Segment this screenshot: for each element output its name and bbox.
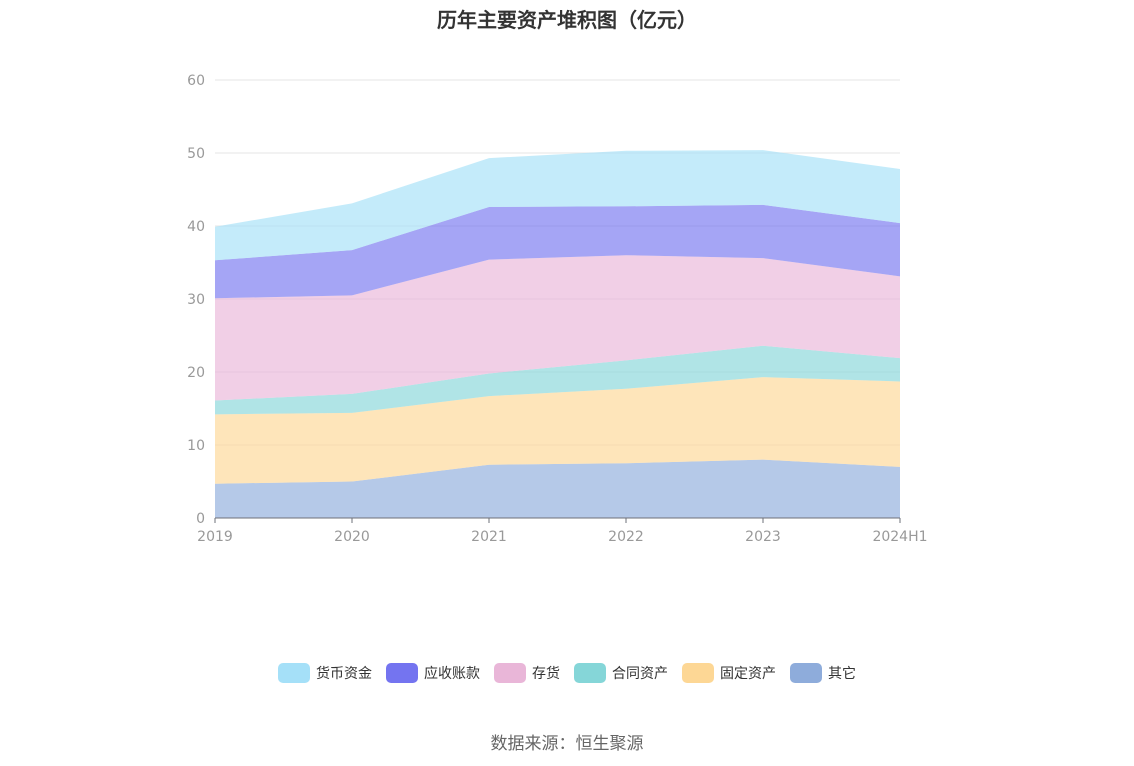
legend-item[interactable]: 存货: [494, 663, 560, 683]
legend-item[interactable]: 应收账款: [386, 663, 480, 683]
legend-label: 货币资金: [316, 666, 372, 682]
x-tick-label: 2023: [745, 529, 781, 545]
legend-swatch: [790, 663, 822, 683]
legend-label: 合同资产: [612, 666, 668, 682]
legend-item[interactable]: 货币资金: [278, 663, 372, 683]
legend-swatch: [574, 663, 606, 683]
data-source: 数据来源：恒生聚源: [490, 734, 644, 754]
area-series-其它: [215, 459, 900, 518]
area-series-合同资产: [215, 345, 900, 415]
y-tick-label: 0: [196, 511, 205, 527]
y-tick-label: 40: [187, 219, 205, 235]
x-tick-label: 2022: [608, 529, 644, 545]
area-series-应收账款: [215, 204, 900, 299]
chart-legend: 货币资金 应收账款 存货 合同资产 固定资产 其它: [0, 663, 1134, 683]
legend-label: 固定资产: [720, 666, 776, 682]
x-tick-label: 2024H1: [872, 529, 927, 545]
legend-label: 其它: [828, 666, 856, 682]
chart-title: 历年主要资产堆积图（亿元）: [437, 8, 697, 32]
y-tick-label: 50: [187, 146, 205, 162]
x-tick-label: 2021: [471, 529, 507, 545]
area-series-固定资产: [215, 377, 900, 484]
x-tick-label: 2019: [197, 529, 233, 545]
legend-swatch: [494, 663, 526, 683]
legend-swatch: [278, 663, 310, 683]
legend-label: 存货: [532, 666, 560, 682]
legend-swatch: [682, 663, 714, 683]
area-series-存货: [215, 255, 900, 401]
y-tick-label: 10: [187, 438, 205, 454]
area-series-货币资金: [215, 150, 900, 261]
y-tick-label: 30: [187, 292, 205, 308]
legend-swatch: [386, 663, 418, 683]
legend-item[interactable]: 固定资产: [682, 663, 776, 683]
legend-label: 应收账款: [424, 666, 480, 682]
legend-item[interactable]: 合同资产: [574, 663, 668, 683]
x-tick-label: 2020: [334, 529, 370, 545]
legend-item[interactable]: 其它: [790, 663, 856, 683]
y-tick-label: 20: [187, 365, 205, 381]
y-tick-label: 60: [187, 73, 205, 89]
